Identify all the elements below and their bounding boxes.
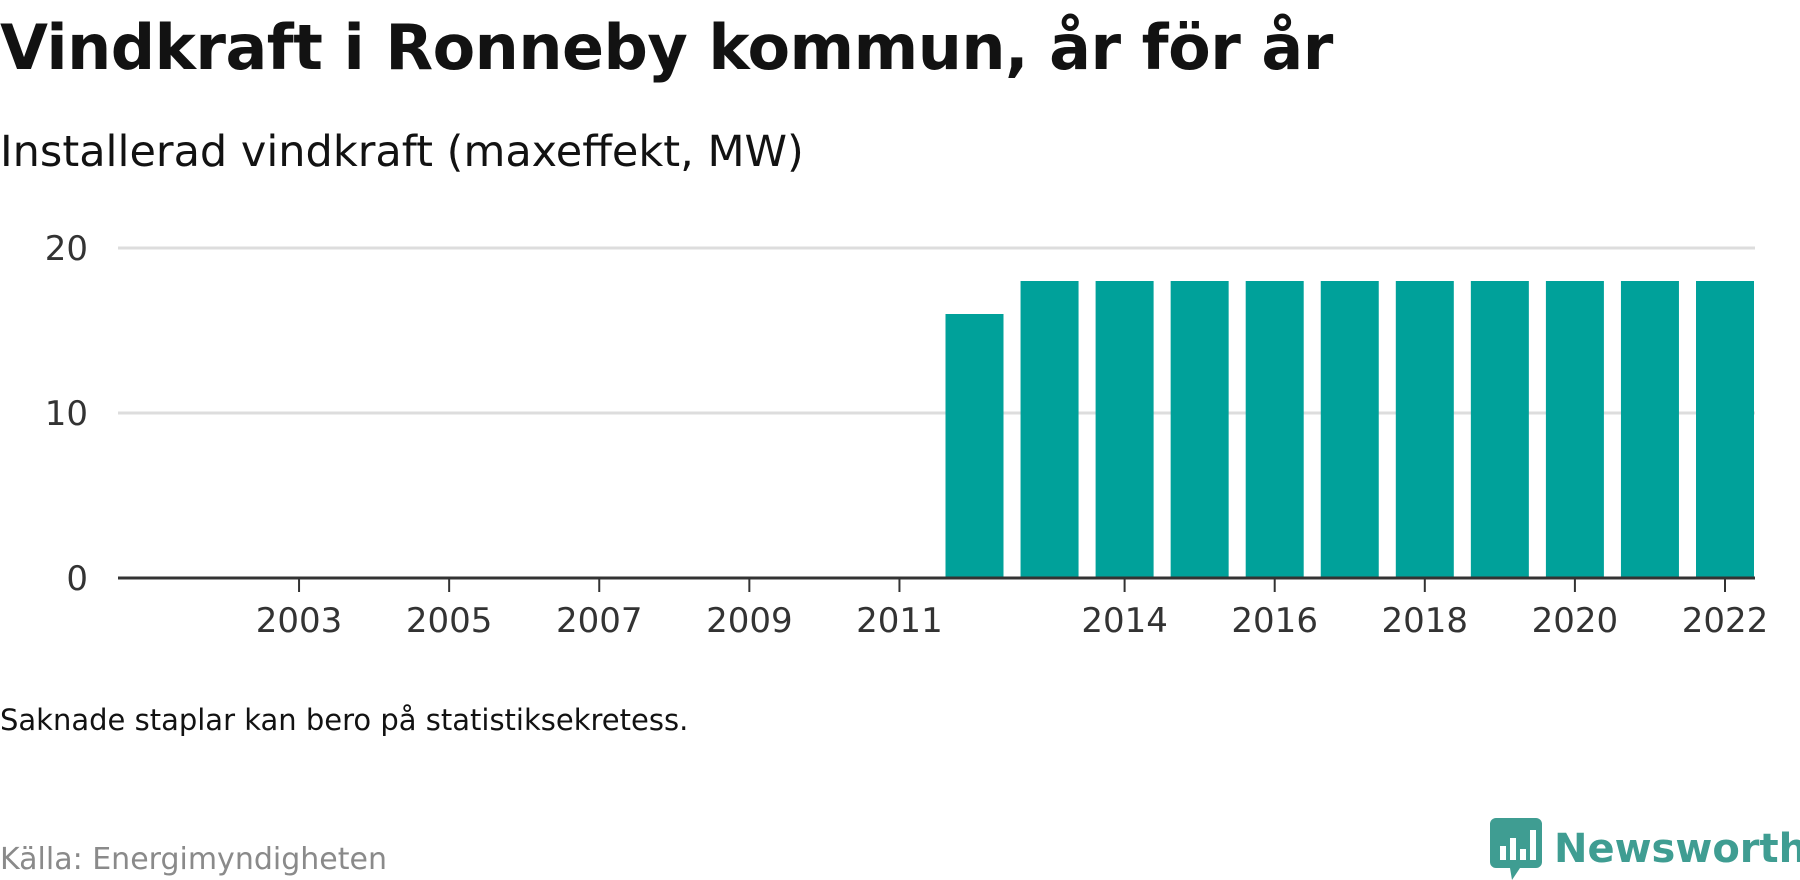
x-axis-tick-labels: 2003 2005 2007 2009 2011 2014 2016 2018 2020 2022 [256,601,1768,641]
bar-2017 [1320,281,1379,578]
newsworthy-brand-link[interactable]: Newsworthy [1490,818,1800,880]
bar-2022 [1696,281,1754,578]
bar-2015 [1170,281,1229,578]
chart-title: Vindkraft i Ronneby kommun, år för år [0,11,1333,84]
x-tick-label-2011: 2011 [856,601,943,641]
brand-name: Newsworthy [1554,826,1800,872]
bar-2020 [1545,281,1604,578]
newsworthy-speech-bubble-chart-icon [1490,818,1542,880]
x-tick-label-2007: 2007 [556,601,643,641]
x-tick-label-2003: 2003 [256,601,343,641]
bar-2014 [1095,281,1154,578]
x-axis [118,576,1755,592]
bars [945,281,1754,578]
x-tick-label-2020: 2020 [1532,601,1619,641]
source-credit: Källa: Energimyndigheten [0,842,387,877]
bar-2018 [1395,281,1454,578]
x-tick-label-2018: 2018 [1382,601,1469,641]
y-tick-label-20: 20 [45,229,88,269]
x-tick-label-2022: 2022 [1682,601,1769,641]
y-axis-tick-labels: 0 10 20 [45,229,88,599]
bar-2016 [1245,281,1304,578]
bar-2019 [1470,281,1529,578]
y-tick-label-0: 0 [66,559,88,599]
chart-subtitle: Installerad vindkraft (maxeffekt, MW) [0,127,804,177]
bar-2013 [1020,281,1079,578]
y-tick-label-10: 10 [45,394,88,434]
bar-2021 [1620,281,1679,578]
footnote: Saknade staplar kan bero på statistiksek… [0,703,689,737]
x-tick-label-2016: 2016 [1231,601,1318,641]
x-tick-label-2005: 2005 [406,601,493,641]
bar-2012 [945,314,1004,578]
x-tick-label-2009: 2009 [706,601,793,641]
x-tick-label-2014: 2014 [1081,601,1168,641]
